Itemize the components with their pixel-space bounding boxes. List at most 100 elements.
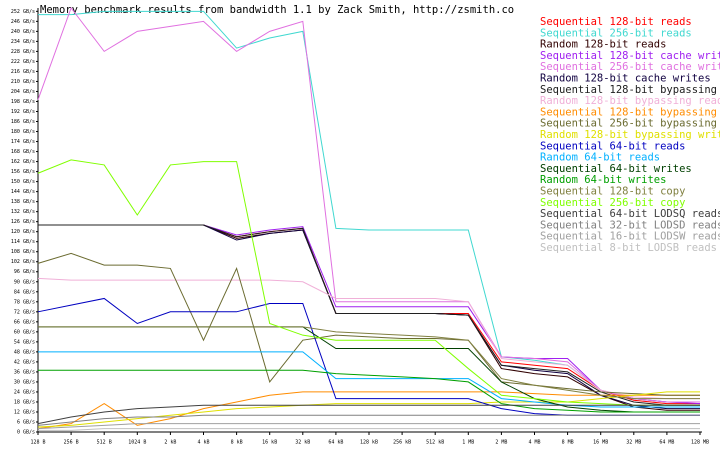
- series-line: [37, 423, 700, 430]
- legend-entry: Sequential 256-bit copy: [540, 197, 685, 209]
- y-tick-label: 48 GB/s: [14, 349, 35, 355]
- y-tick-label: 54 GB/s: [14, 339, 35, 345]
- x-tick-label: 256 kB: [393, 440, 411, 446]
- x-tick-label: 2 MB: [495, 440, 507, 446]
- legend-entry: Random 64-bit reads: [540, 152, 660, 164]
- y-tick-label: 24 GB/s: [14, 389, 35, 395]
- legend-entry: Random 128-bit bypassing reads: [540, 95, 720, 107]
- x-tick-label: 128 MB: [691, 440, 709, 446]
- series-line: [37, 6, 700, 403]
- y-tick-label: 96 GB/s: [14, 269, 35, 275]
- y-tick-label: 102 GB/s: [11, 259, 35, 265]
- y-tick-label: 192 GB/s: [11, 109, 35, 115]
- x-tick-label: 1024 B: [128, 440, 146, 446]
- legend-entry: Random 64-bit writes: [540, 174, 666, 186]
- y-tick-label: 138 GB/s: [11, 199, 35, 205]
- legend-entry: Sequential 16-bit LODSW reads: [540, 231, 720, 243]
- series-line: [38, 351, 700, 408]
- series-line: [37, 404, 700, 425]
- y-tick-label: 240 GB/s: [11, 29, 35, 35]
- chart-title: Memory benchmark results from bandwidth …: [40, 4, 514, 16]
- x-tick-label: 256 B: [64, 440, 79, 446]
- y-tick-label: 132 GB/s: [11, 209, 35, 215]
- y-tick-label: 204 GB/s: [11, 89, 35, 95]
- x-tick-label: 64 kB: [328, 440, 343, 446]
- series-line: [37, 414, 700, 426]
- y-tick-label: 60 GB/s: [14, 329, 35, 335]
- x-tick-label: 32 MB: [626, 440, 641, 446]
- y-tick-label: 114 GB/s: [11, 239, 35, 245]
- legend-entry: Sequential 8-bit LODSB reads: [540, 242, 717, 254]
- series-line: [37, 391, 700, 428]
- y-tick-label: 186 GB/s: [11, 119, 35, 125]
- x-tick-label: 2 kB: [164, 440, 176, 446]
- legend-entry: Sequential 128-bit cache writes: [540, 50, 720, 62]
- x-tick-label: 1 MB: [462, 440, 474, 446]
- y-tick-label: 198 GB/s: [11, 99, 35, 105]
- y-tick-label: 6 GB/s: [17, 419, 35, 425]
- series-line: [37, 277, 700, 400]
- y-tick-label: 180 GB/s: [11, 129, 35, 135]
- x-tick-label: 16 kB: [262, 440, 277, 446]
- legend-entry: Sequential 128-bit bypassing reads: [540, 84, 720, 96]
- y-tick-label: 156 GB/s: [11, 169, 35, 175]
- y-tick-label: 162 GB/s: [11, 159, 35, 165]
- legend-entry: Sequential 64-bit writes: [540, 163, 692, 175]
- y-tick-label: 174 GB/s: [11, 139, 35, 145]
- legend-entry: Sequential 256-bit cache writes: [540, 61, 720, 73]
- x-tick-label: 16 MB: [593, 440, 608, 446]
- series-line: [37, 159, 700, 406]
- x-tick-label: 64 MB: [659, 440, 674, 446]
- series-line: [37, 252, 700, 396]
- x-tick-label: 4 MB: [528, 440, 540, 446]
- y-tick-label: 108 GB/s: [11, 249, 35, 255]
- legend-entry: Random 128-bit cache writes: [540, 73, 711, 85]
- y-tick-label: 84 GB/s: [14, 289, 35, 295]
- legend-entry: Sequential 128-bit bypassing writes: [540, 106, 720, 118]
- y-tick-label: 168 GB/s: [11, 149, 35, 155]
- legend-entry: Sequential 256-bit bypassing writes: [540, 118, 720, 130]
- y-tick-label: 66 GB/s: [14, 319, 35, 325]
- y-tick-label: 120 GB/s: [11, 229, 35, 235]
- legend-entry: Sequential 128-bit copy: [540, 186, 685, 198]
- x-tick-label: 128 B: [30, 440, 45, 446]
- legend-entry: Sequential 64-bit LODSQ reads: [540, 208, 720, 220]
- y-tick-label: 12 GB/s: [14, 409, 35, 415]
- x-tick-label: 32 kB: [295, 440, 310, 446]
- x-tick-label: 8 MB: [562, 440, 574, 446]
- series-line: [38, 326, 700, 413]
- x-tick-label: 512 B: [97, 440, 112, 446]
- y-tick-label: 144 GB/s: [11, 189, 35, 195]
- y-tick-label: 30 GB/s: [14, 379, 35, 385]
- series-line: [37, 297, 700, 416]
- legend-entry: Sequential 32-bit LODSD reads: [540, 219, 720, 231]
- y-tick-label: 228 GB/s: [11, 49, 35, 55]
- legend-entry: Random 128-bit bypassing writes: [540, 129, 720, 141]
- y-tick-label: 90 GB/s: [14, 279, 35, 285]
- legend-entry: Random 128-bit reads: [540, 39, 666, 51]
- y-tick-label: 234 GB/s: [11, 39, 35, 45]
- y-tick-label: 42 GB/s: [14, 359, 35, 365]
- y-tick-label: 0 GB/s: [17, 430, 35, 436]
- series-line: [38, 224, 700, 406]
- y-tick-label: 210 GB/s: [11, 79, 35, 85]
- series-line: [38, 428, 700, 431]
- series-line: [37, 391, 700, 430]
- x-tick-label: 128 kB: [360, 440, 378, 446]
- y-tick-label: 72 GB/s: [14, 309, 35, 315]
- y-tick-label: 126 GB/s: [11, 219, 35, 225]
- legend-entry: Sequential 64-bit reads: [540, 140, 685, 152]
- y-tick-label: 36 GB/s: [14, 369, 35, 375]
- legend-entry: Sequential 128-bit reads: [540, 16, 692, 28]
- y-tick-label: 150 GB/s: [11, 179, 35, 185]
- y-tick-label: 246 GB/s: [11, 19, 35, 25]
- y-tick-label: 252 GB/s: [11, 9, 35, 15]
- x-tick-label: 8 kB: [231, 440, 243, 446]
- x-tick-label: 512 kB: [426, 440, 444, 446]
- y-tick-label: 216 GB/s: [11, 69, 35, 75]
- y-tick-label: 18 GB/s: [14, 399, 35, 405]
- x-tick-label: 4 kB: [197, 440, 209, 446]
- series-line: [38, 326, 700, 400]
- y-tick-label: 222 GB/s: [11, 59, 35, 65]
